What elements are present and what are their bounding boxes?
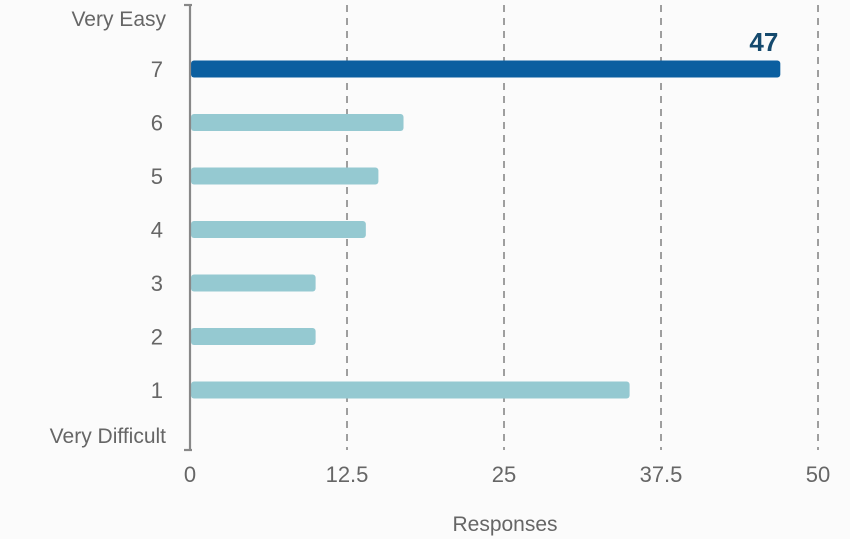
- bars: [191, 60, 781, 399]
- y-tick-label: 2: [151, 325, 163, 350]
- x-tick-label: 0: [184, 462, 196, 487]
- y-tick-label: 6: [151, 111, 163, 136]
- bar-5: [191, 167, 379, 185]
- bar-7: [191, 60, 781, 78]
- x-tick-label: 25: [492, 462, 516, 487]
- data-label: 47: [749, 27, 778, 57]
- y-tick-label: 5: [151, 164, 163, 189]
- y-tick-label: 1: [151, 378, 163, 403]
- x-tick-label: 37.5: [640, 462, 683, 487]
- bar-1: [191, 381, 630, 399]
- x-tick-label: 50: [806, 462, 830, 487]
- bar-4: [191, 221, 366, 238]
- x-axis-title: Responses: [452, 513, 557, 536]
- labels: Very Easy Very Difficult Responses 0 12.5…: [50, 8, 831, 536]
- y-tick-label: 7: [151, 57, 163, 82]
- axis-top-label: Very Easy: [71, 8, 166, 31]
- y-tick-label: 4: [151, 218, 163, 243]
- axis-bottom-label: Very Difficult: [50, 425, 166, 448]
- y-axis: [184, 3, 192, 452]
- bar-2: [191, 328, 316, 345]
- bar-3: [191, 274, 316, 292]
- y-tick-label: 3: [151, 271, 163, 296]
- bar-6: [191, 114, 404, 131]
- x-tick-label: 12.5: [326, 462, 369, 487]
